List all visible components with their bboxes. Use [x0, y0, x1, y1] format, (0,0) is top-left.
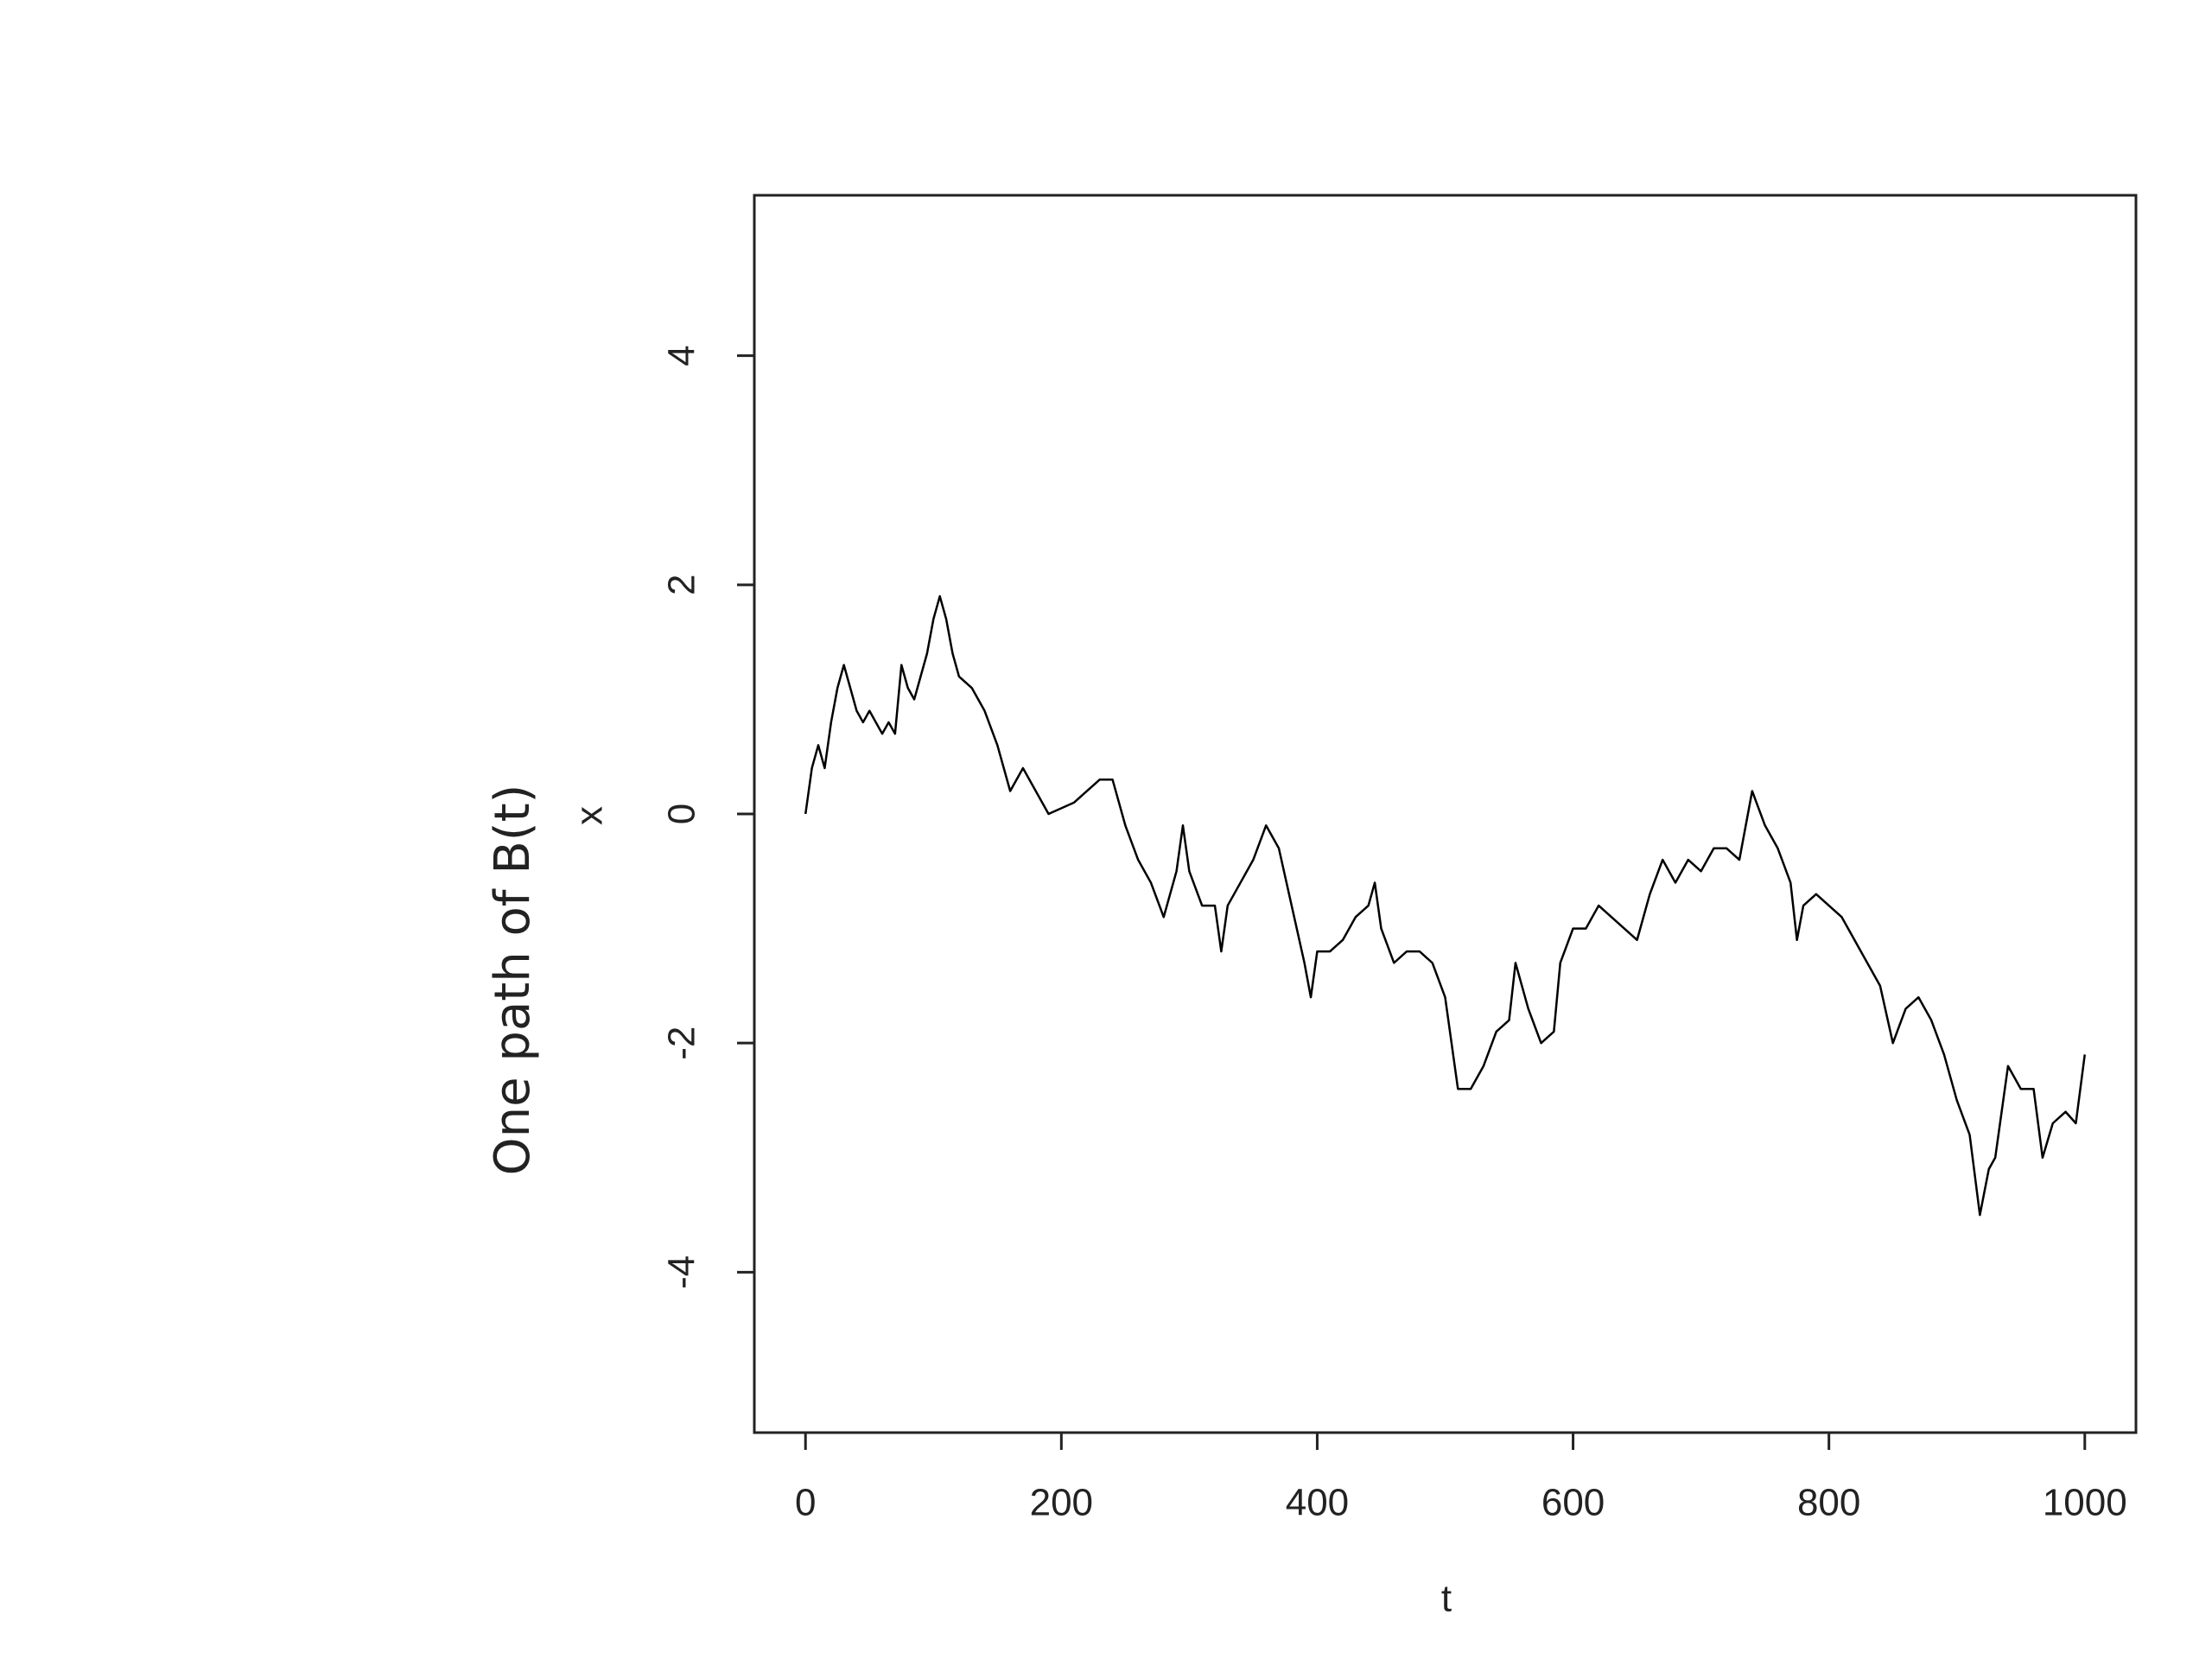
y-tick-label: -4: [661, 1255, 703, 1289]
annotation: One path of B(t): [485, 785, 541, 1176]
y-tick-label: 2: [661, 575, 703, 595]
y-tick-label: 0: [661, 804, 703, 824]
x-tick-label: 600: [1541, 1482, 1605, 1524]
y-tick-label: 4: [661, 345, 703, 365]
data-line: [804, 594, 2087, 1217]
x-axis-label: t: [1441, 1578, 1452, 1620]
y-tick-label: -2: [661, 1027, 703, 1060]
x-tick-label: 1000: [2043, 1482, 2127, 1524]
x-tick-label: 400: [1286, 1482, 1349, 1524]
y-axis-label: x: [569, 806, 611, 825]
x-tick-label: 200: [1030, 1482, 1093, 1524]
x-tick-label: 0: [795, 1482, 816, 1524]
x-tick-label: 800: [1797, 1482, 1860, 1524]
plot-box: [753, 194, 2138, 1434]
